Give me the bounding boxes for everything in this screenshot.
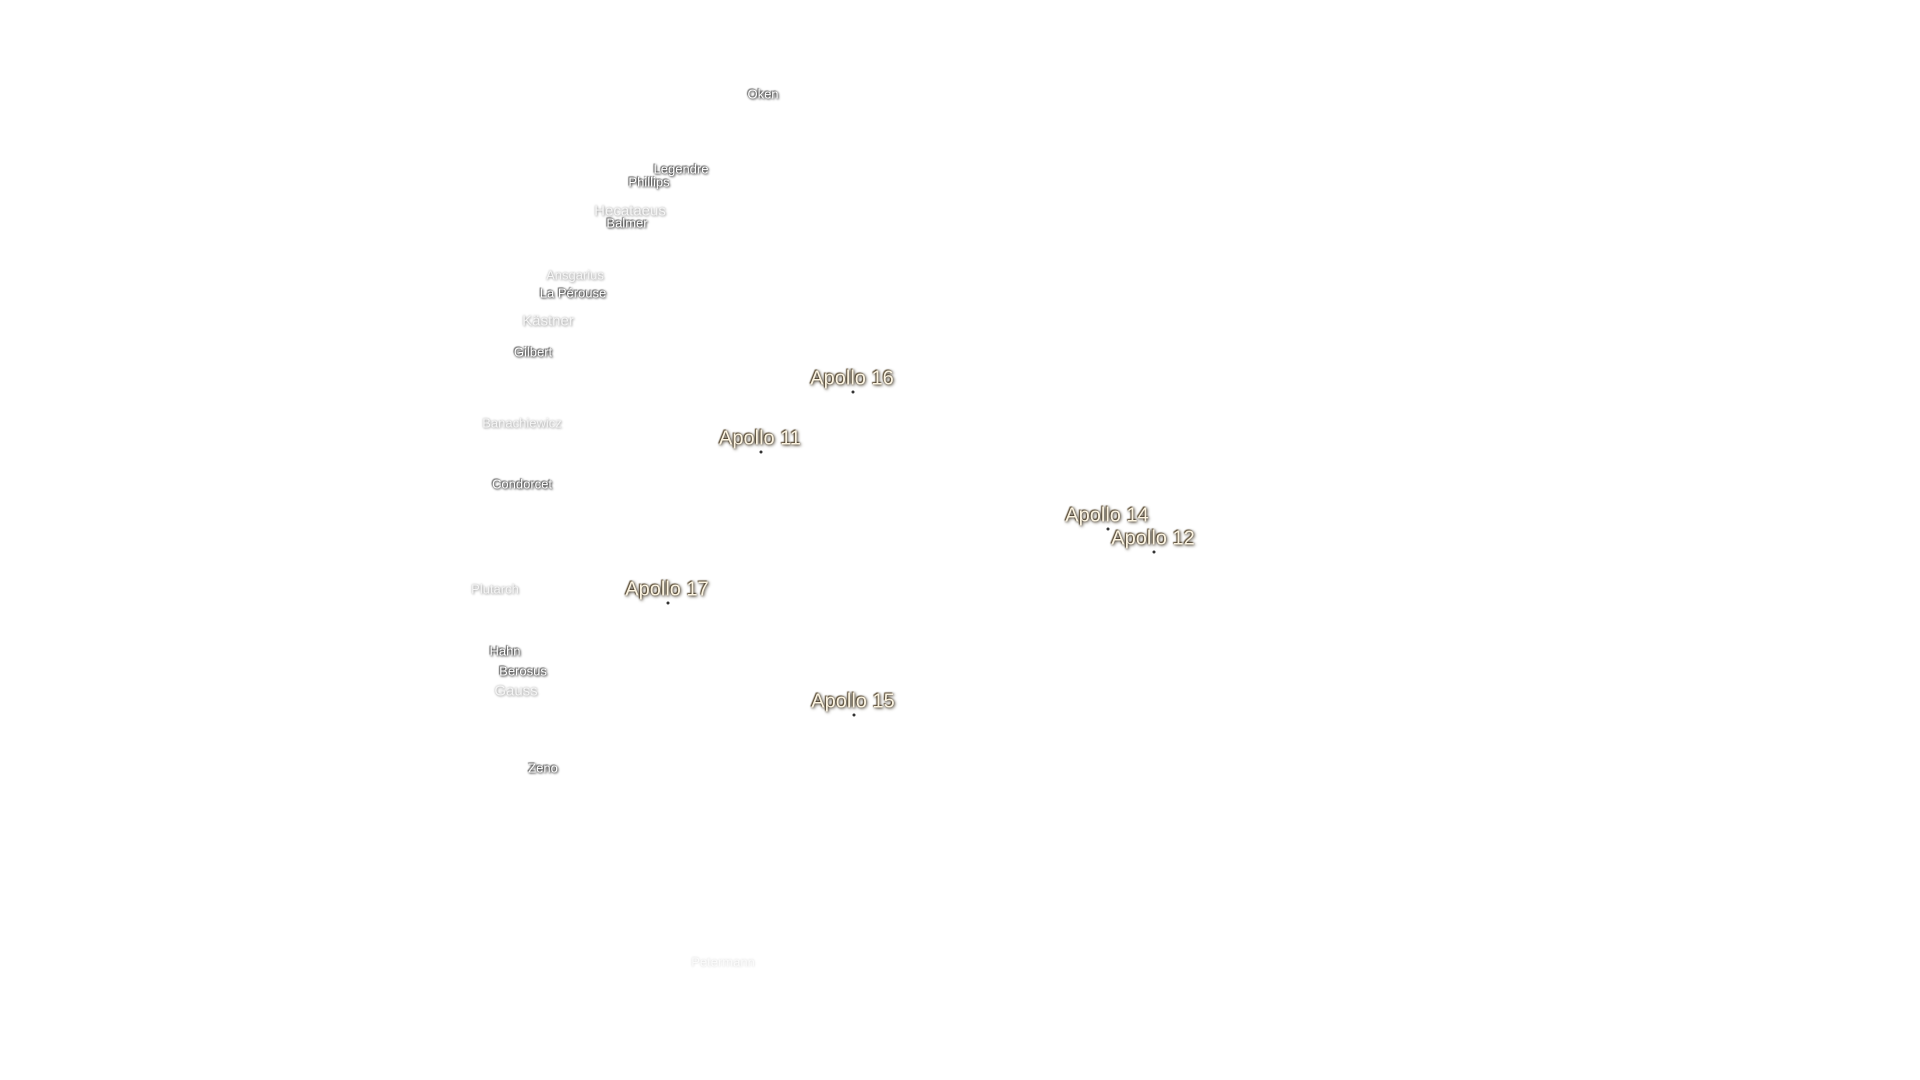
crater-label[interactable]: Berosus <box>499 663 547 679</box>
crater-label[interactable]: Phillips <box>628 174 670 190</box>
landing-site-marker <box>1106 527 1110 531</box>
crater-label[interactable]: Ansgarius <box>546 267 604 283</box>
landing-site-label[interactable]: Apollo 14 <box>1065 504 1149 527</box>
landing-site-label[interactable]: Apollo 12 <box>1111 527 1195 550</box>
crater-label[interactable]: Balmer <box>606 215 648 231</box>
crater-label[interactable]: Condorcet <box>492 476 552 492</box>
crater-label[interactable]: Zeno <box>528 760 558 776</box>
crater-label[interactable]: Hahn <box>489 643 521 659</box>
landing-site-marker <box>666 601 670 605</box>
landing-site-marker <box>759 450 763 454</box>
landing-site-marker <box>851 390 855 394</box>
landing-site-label[interactable]: Apollo 15 <box>811 690 895 713</box>
landing-site-label[interactable]: Apollo 17 <box>625 578 709 601</box>
crater-label[interactable]: Legendre <box>653 161 709 177</box>
crater-label[interactable]: Gauss <box>494 682 538 700</box>
landing-site-label[interactable]: Apollo 11 <box>719 427 801 450</box>
crater-label[interactable]: Kästner <box>522 312 574 330</box>
crater-label[interactable]: Petermann <box>691 954 755 970</box>
crater-label[interactable]: Hecataeus <box>594 202 666 220</box>
landing-site-marker <box>1152 550 1156 554</box>
crater-label[interactable]: Banachiewicz <box>482 415 562 431</box>
crater-label[interactable]: La Pérouse <box>539 285 607 301</box>
landing-site-label[interactable]: Apollo 16 <box>810 367 894 390</box>
landing-site-marker <box>852 713 856 717</box>
crater-label[interactable]: Oken <box>747 86 779 102</box>
crater-label[interactable]: Plutarch <box>471 581 519 597</box>
crater-label[interactable]: Gilbert <box>513 344 553 360</box>
